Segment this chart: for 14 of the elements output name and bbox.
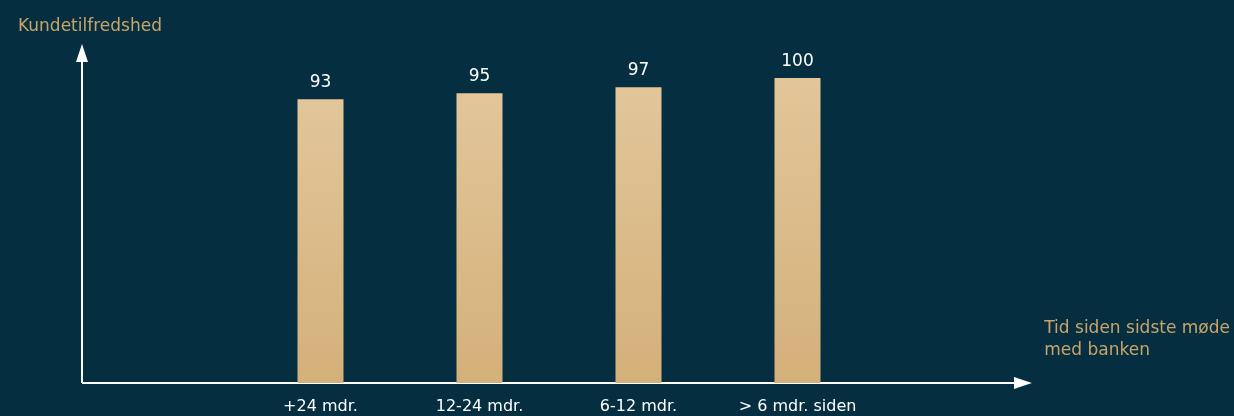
x-tick-label: > 6 mdr. siden <box>738 395 857 415</box>
data-label: 100 <box>781 49 814 70</box>
text: Kundetilfredshed <box>18 15 162 35</box>
x-tick-label: 12-24 mdr. <box>435 395 524 415</box>
data-label: 95 <box>468 64 491 85</box>
text: Tid siden sidste møde med banken <box>1043 317 1231 359</box>
x-tick-label: +24 mdr. <box>283 395 358 415</box>
data-label: 93 <box>309 70 332 91</box>
bar <box>297 99 344 383</box>
x-tick-label: 6-12 mdr. <box>599 395 678 415</box>
bar <box>774 78 821 383</box>
bar <box>615 87 662 383</box>
bar <box>456 93 503 383</box>
data-label: 97 <box>627 58 650 79</box>
